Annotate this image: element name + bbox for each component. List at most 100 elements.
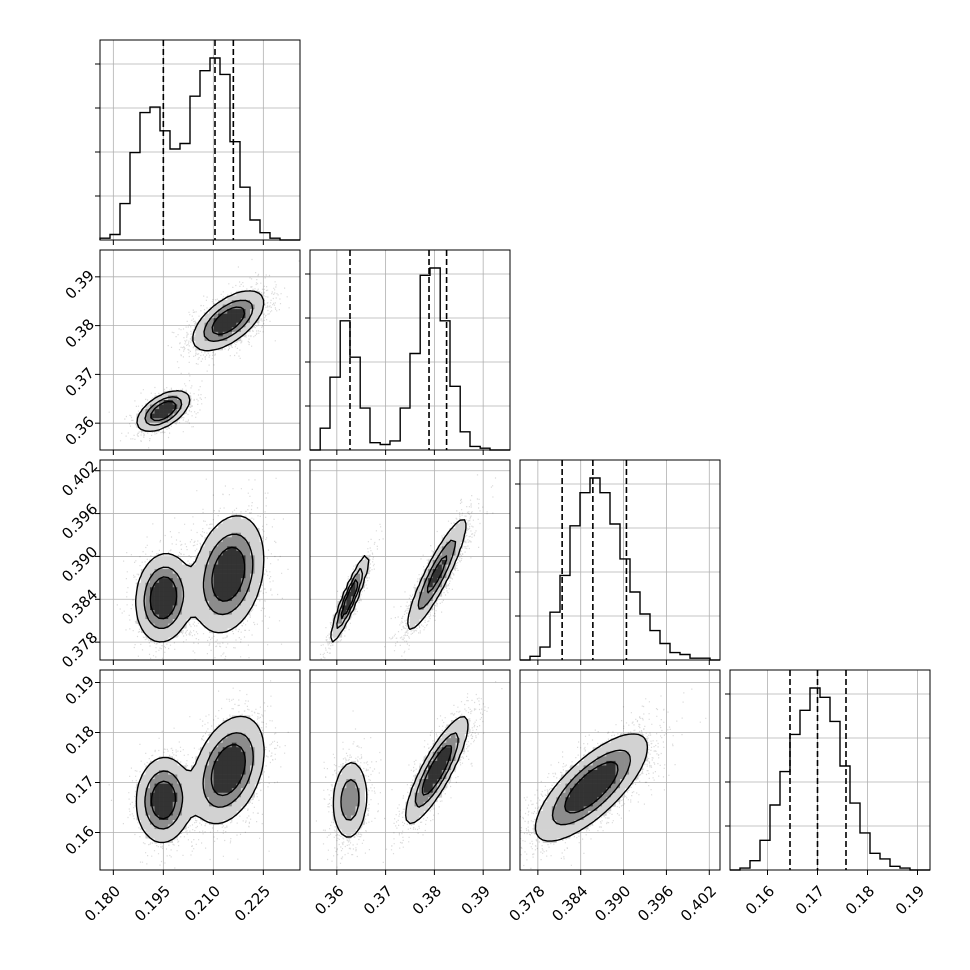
density-cell bbox=[556, 801, 562, 807]
density-cell bbox=[259, 573, 264, 579]
density-cell bbox=[245, 733, 251, 739]
density-cell bbox=[560, 810, 566, 816]
density-cell bbox=[168, 560, 174, 565]
density-cell bbox=[231, 724, 237, 730]
density-cell bbox=[181, 587, 187, 593]
density-cell bbox=[159, 637, 164, 643]
density-cell bbox=[560, 801, 566, 807]
density-cell bbox=[227, 760, 233, 766]
density-cell bbox=[168, 829, 174, 834]
density-cell bbox=[136, 582, 142, 588]
density-cell bbox=[222, 541, 228, 547]
contour-line bbox=[421, 745, 453, 796]
density-cell bbox=[186, 614, 192, 620]
density-cell bbox=[154, 820, 160, 825]
density-cell bbox=[236, 765, 242, 771]
density-cell bbox=[341, 770, 347, 775]
density-cell bbox=[213, 591, 219, 597]
density-cell bbox=[432, 555, 438, 561]
density-cell bbox=[218, 760, 224, 766]
density-cell bbox=[204, 537, 210, 543]
density-cell bbox=[610, 783, 616, 789]
density-cell bbox=[542, 829, 548, 834]
density-cell bbox=[195, 331, 201, 337]
density-cell bbox=[346, 600, 352, 606]
density-cell bbox=[222, 318, 228, 324]
density-cell bbox=[150, 820, 155, 825]
density-cell bbox=[209, 623, 214, 629]
density-cell bbox=[231, 295, 237, 301]
density-cell bbox=[565, 774, 571, 780]
density-cell bbox=[190, 783, 196, 789]
density-cell bbox=[355, 824, 361, 830]
y-tick-label: 0.402 bbox=[58, 457, 101, 500]
density-cell bbox=[624, 738, 630, 744]
density-cell bbox=[181, 573, 187, 579]
density-cell bbox=[638, 760, 644, 766]
density-cell bbox=[222, 573, 228, 579]
density-cell bbox=[195, 810, 201, 816]
density-cell bbox=[204, 765, 210, 771]
density-cell bbox=[355, 591, 361, 597]
y-tick-label: 0.396 bbox=[58, 500, 101, 543]
density-cell bbox=[446, 774, 452, 780]
density-cell bbox=[168, 610, 174, 615]
density-cell bbox=[227, 546, 233, 552]
contour-line bbox=[340, 732, 459, 821]
density-cell bbox=[259, 300, 264, 305]
density-cell bbox=[177, 560, 183, 565]
density-cell bbox=[222, 774, 228, 780]
density-cell bbox=[200, 336, 205, 342]
density-cell bbox=[181, 801, 187, 807]
density-cell bbox=[159, 614, 164, 620]
density-cell bbox=[154, 587, 160, 593]
density-cell bbox=[145, 578, 151, 584]
density-cell bbox=[441, 733, 447, 739]
density-cell bbox=[222, 582, 228, 588]
density-cell bbox=[579, 774, 584, 780]
density-cell bbox=[601, 779, 607, 784]
density-cell bbox=[250, 733, 255, 739]
density-cell bbox=[231, 313, 237, 319]
density-cell bbox=[346, 829, 352, 834]
density-cell bbox=[360, 806, 365, 812]
density-cell bbox=[145, 573, 151, 579]
density-cell bbox=[186, 810, 192, 816]
density-cell bbox=[606, 774, 612, 780]
density-cell bbox=[140, 582, 146, 588]
density-cell bbox=[633, 738, 639, 744]
density-cell bbox=[168, 614, 174, 620]
density-cell bbox=[450, 751, 456, 757]
density-cell bbox=[222, 628, 228, 634]
density-cell bbox=[245, 751, 251, 757]
axis-ticks bbox=[95, 63, 918, 875]
density-cell bbox=[227, 623, 233, 629]
density-cell bbox=[259, 765, 264, 771]
density-cell bbox=[551, 810, 557, 816]
density-cell bbox=[574, 774, 580, 780]
density-cell bbox=[222, 797, 228, 803]
density-cell bbox=[620, 765, 625, 771]
density-cell bbox=[222, 560, 228, 565]
contour-line bbox=[330, 519, 467, 643]
density-cell bbox=[450, 742, 456, 748]
density-cell bbox=[163, 619, 169, 624]
density-cell bbox=[218, 546, 224, 552]
density-cell bbox=[601, 756, 607, 762]
density-cell bbox=[150, 788, 155, 794]
density-cell bbox=[222, 756, 228, 762]
density-cell bbox=[159, 792, 164, 798]
density-cell bbox=[570, 774, 575, 780]
density-cell bbox=[460, 519, 465, 524]
density-cell bbox=[209, 569, 214, 574]
density-cell bbox=[414, 783, 420, 789]
density-cell bbox=[446, 541, 452, 547]
density-cell bbox=[163, 788, 169, 794]
density-cell bbox=[556, 833, 562, 839]
density-cell bbox=[346, 774, 352, 780]
density-cell bbox=[213, 569, 219, 574]
density-cell bbox=[168, 824, 174, 830]
density-cell bbox=[218, 801, 224, 807]
density-cell bbox=[250, 591, 255, 597]
density-cell bbox=[145, 564, 151, 570]
